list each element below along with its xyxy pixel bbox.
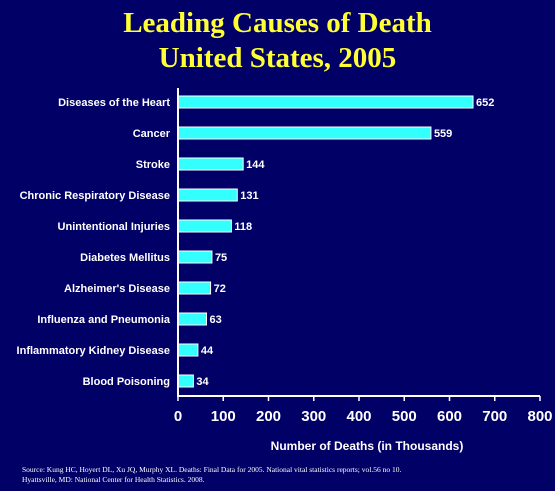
bar [177,281,212,295]
x-tick-label: 400 [346,408,371,425]
bar [177,343,199,357]
bar [177,374,194,388]
bar [177,157,244,171]
category-label: Cancer [133,128,171,140]
x-tick-label: 200 [256,408,281,425]
value-label: 75 [215,252,227,264]
x-tick-label: 0 [174,408,182,425]
chart-title-line-2: United States, 2005 [158,42,397,74]
x-tick-label: 100 [211,408,236,425]
bar [177,219,232,233]
source-line-1: Source: Kung HC, Hoyert DL, Xu JQ, Murph… [22,465,402,474]
value-label: 34 [196,376,209,388]
value-label: 118 [234,221,252,233]
value-label: 559 [434,128,452,140]
category-label: Chronic Respiratory Disease [20,190,170,202]
x-axis-label: Number of Deaths (in Thousands) [271,439,464,453]
bar [177,250,213,264]
bar [177,312,208,326]
bar [177,126,432,140]
category-label: Diabetes Mellitus [80,252,170,264]
category-label: Alzheimer's Disease [64,283,170,295]
chart-title-line-1: Leading Causes of Death [123,7,432,39]
category-label: Influenza and Pneumonia [37,314,171,326]
category-label: Unintentional Injuries [58,221,170,233]
category-label: Blood Poisoning [83,376,170,388]
bar [177,95,474,109]
value-label: 72 [214,283,226,295]
source-line-2: Hyattsville, MD: National Center for Hea… [22,475,205,484]
x-tick-label: 500 [392,408,417,425]
category-label: Stroke [136,159,170,171]
x-tick-label: 300 [301,408,326,425]
x-tick-label: 600 [437,408,462,425]
source-note: Source: Kung HC, Hoyert DL, Xu JQ, Murph… [22,465,542,485]
category-label: Diseases of the Heart [58,97,170,109]
value-label: 131 [240,190,258,202]
value-label: 63 [210,314,222,326]
value-label: 652 [476,97,494,109]
bars: Diseases of the Heart 652 Cancer 559 Stroke 1… [17,95,494,388]
x-tick-label: 800 [527,408,552,425]
value-label: 44 [201,345,214,357]
value-label: 144 [246,159,265,171]
category-label: Inflammatory Kidney Disease [17,345,170,357]
bar [177,188,238,202]
x-axis-ticks: 0 100 200 300 400 500 600 700 800 [174,396,553,425]
x-tick-label: 700 [482,408,507,425]
